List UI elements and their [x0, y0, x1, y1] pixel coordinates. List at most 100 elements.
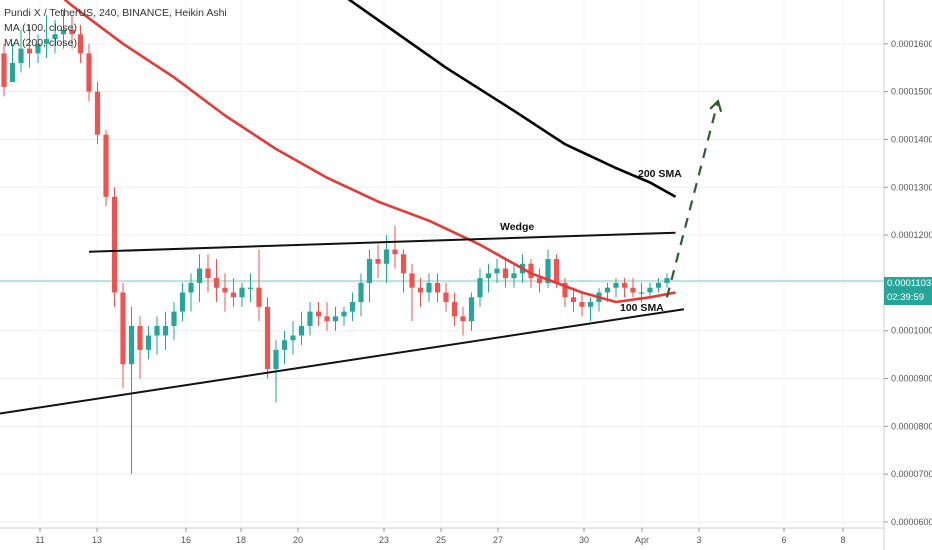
y-tick-label: 0.0001300 [891, 182, 932, 192]
candle [587, 297, 594, 322]
candle [213, 259, 220, 303]
candle [188, 273, 194, 312]
candle [247, 273, 254, 303]
candle-body [341, 311, 347, 317]
candle-body [137, 325, 143, 350]
candle-body [273, 349, 279, 369]
candle-body [528, 263, 534, 279]
grid [0, 0, 884, 528]
candle-body [621, 282, 628, 288]
wedge-label: Wedge [500, 221, 534, 233]
candle-body [332, 316, 339, 322]
ma200-legend[interactable]: MA (200, close) [4, 37, 77, 49]
candle [120, 282, 126, 389]
candle [613, 278, 619, 298]
candle [222, 273, 228, 312]
candle [94, 82, 101, 145]
y-tick-label: 0.0001600 [891, 39, 932, 49]
candle-body [281, 340, 288, 350]
candle [655, 278, 662, 293]
candle [596, 287, 602, 312]
candle-body [613, 282, 619, 288]
candle [281, 330, 288, 365]
candle-body [358, 282, 364, 303]
x-tick-label: 27 [493, 535, 503, 545]
candle-body [468, 297, 475, 322]
candle [434, 273, 441, 303]
candle [545, 249, 551, 288]
candle-body [128, 325, 135, 365]
candle [1, 43, 7, 97]
candle [579, 292, 585, 317]
candle [52, 19, 58, 54]
candle [35, 34, 41, 63]
candle [511, 263, 517, 288]
projection-arrowhead [709, 99, 723, 113]
candle [417, 278, 424, 307]
candle-body [60, 29, 67, 35]
candle-body [247, 287, 254, 289]
x-tick-label: 11 [35, 535, 44, 545]
candle-body [375, 259, 381, 264]
candle [485, 263, 492, 293]
candle [443, 282, 449, 312]
candle-body [179, 292, 186, 312]
overlays [0, 0, 723, 415]
candle-body [18, 48, 24, 63]
price-axis: 0.0001600 0.0001500 0.0001400 0.0001300 0.00… [883, 0, 932, 550]
candle [69, 15, 75, 49]
candle [366, 249, 373, 303]
candle [9, 43, 16, 83]
candle-body [43, 39, 50, 44]
candle [400, 249, 407, 293]
candle [128, 306, 135, 475]
candle [494, 259, 500, 283]
candle-body [400, 254, 407, 274]
y-tick-label: 0.0000800 [891, 421, 932, 431]
candle [230, 278, 237, 307]
candle-body [434, 282, 441, 293]
x-tick-label: 20 [293, 535, 303, 545]
candle [324, 302, 330, 331]
candle [315, 302, 322, 326]
ma100-legend[interactable]: MA (100, close) [4, 22, 77, 34]
candle [375, 244, 381, 279]
candle-body [1, 53, 7, 87]
candle-body [222, 287, 228, 293]
candle [349, 292, 356, 322]
candle-body [494, 268, 500, 274]
y-tick-label: 0.0001500 [891, 87, 932, 97]
candle-body [630, 287, 636, 293]
candle-body [52, 34, 58, 40]
x-tick-label: 23 [379, 535, 389, 545]
candle [43, 15, 50, 59]
candle-body [290, 335, 296, 341]
chart-legend: Pundi X / TetherUS, 240, BINANCE, Heikin… [4, 6, 227, 51]
candle [332, 306, 339, 331]
x-tick-label: 30 [579, 535, 589, 545]
candle-body [256, 287, 262, 307]
candle [570, 287, 577, 312]
candle [77, 24, 84, 63]
candle-body [188, 282, 194, 293]
candle [630, 278, 636, 298]
candle-body [502, 268, 509, 279]
x-tick-label: 6 [781, 535, 786, 545]
candle [145, 325, 152, 360]
candle-body [477, 278, 483, 298]
countdown-badge: 02:39:59 [884, 291, 932, 305]
candle-body [579, 302, 585, 307]
candle-body [77, 34, 84, 54]
candle-body [664, 278, 670, 283]
candle [264, 297, 271, 379]
candle-body [307, 311, 313, 326]
candle-body [111, 196, 118, 293]
candle [86, 43, 92, 102]
x-tick-label: 8 [840, 535, 845, 545]
x-tick-label: 25 [436, 535, 446, 545]
symbol-title[interactable]: Pundi X / TetherUS, 240, BINANCE, Heikin… [4, 7, 227, 19]
candle-body [298, 325, 305, 336]
candle [137, 316, 143, 379]
y-tick-label: 0.0000600 [891, 517, 932, 527]
candle [536, 268, 543, 293]
